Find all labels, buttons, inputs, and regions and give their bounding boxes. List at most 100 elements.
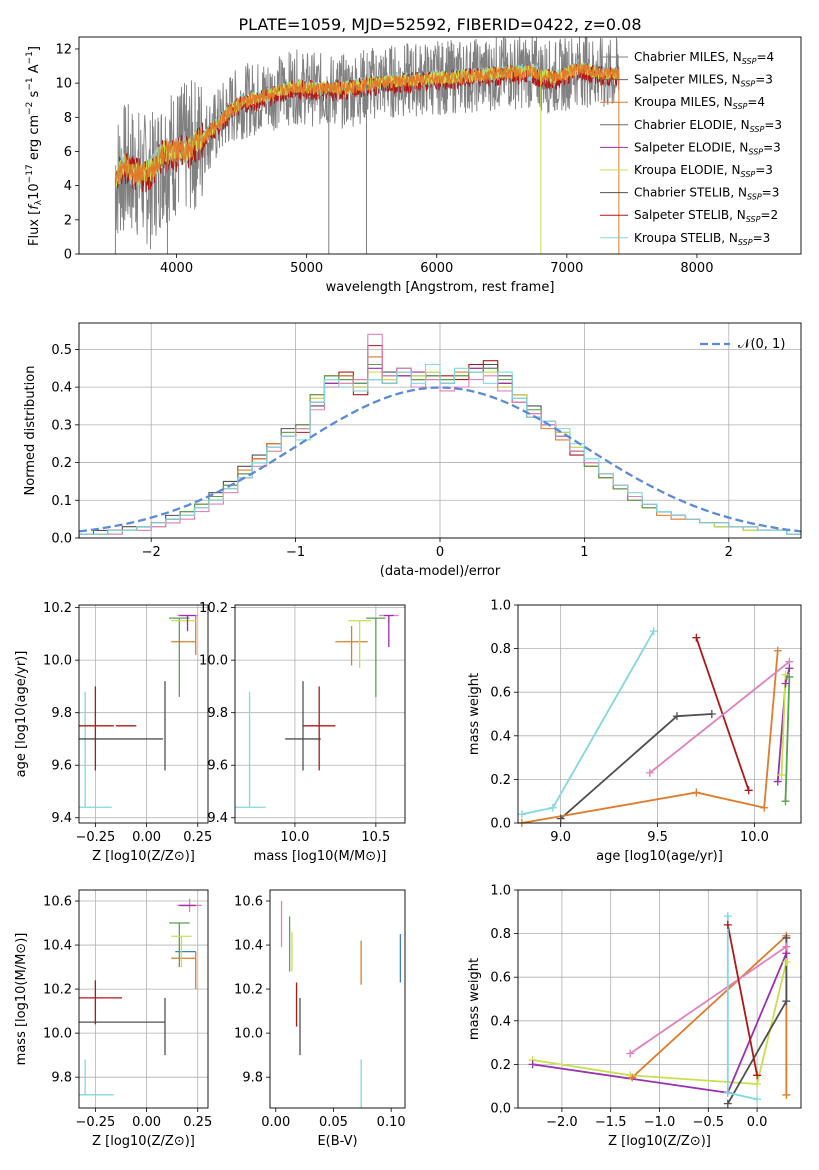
y-tick-label: 9.6	[51, 759, 72, 774]
y-tick-label: 10.4	[234, 939, 263, 954]
y-tick-label: 9.8	[242, 1071, 263, 1086]
x-tick-label: −0.25	[75, 1115, 115, 1130]
data-marker	[692, 788, 701, 797]
y-tick-label: 9.8	[51, 706, 72, 721]
x-tick-label: 0.05	[319, 1115, 348, 1130]
mass-vs-extinction-panel: 0.00 0.05 0.10 9.8 10.0 10.2 10.4 10.6 E(B-V)	[234, 889, 406, 1149]
data-marker	[517, 810, 526, 819]
data-marker	[528, 1060, 537, 1069]
y-tick-label: 10.2	[43, 983, 72, 998]
data-marker	[782, 997, 791, 1006]
legend-entry: Salpeter STELIB, NSSP=2	[634, 208, 778, 224]
y-axis-label: mass weight	[467, 958, 482, 1040]
y-tick-label: 10.2	[43, 601, 72, 616]
histogram-series	[79, 363, 801, 538]
data-marker	[692, 633, 701, 642]
axes-frame	[517, 604, 802, 824]
y-axis-label: age [log10(age/yr)]	[14, 651, 29, 778]
data-marker	[626, 1049, 635, 1058]
y-tick-label: 0.4	[490, 729, 511, 744]
axes-frame	[234, 604, 406, 824]
mass-weight-vs-age-panel: 9.0 9.5 10.0 0.0 0.2 0.4 0.6 0.8 1.0 age [log10(a…	[467, 599, 802, 864]
y-axis-label: Flux [fλ10−17 erg cm−2 s−1 A−1]	[25, 46, 44, 246]
y-tick-label: 0.6	[490, 686, 511, 701]
legend-entry: Chabrier STELIB, NSSP=3	[634, 186, 779, 202]
axes-frame	[269, 889, 406, 1109]
series-line	[629, 945, 787, 1055]
x-tick-label: −1.5	[595, 1115, 627, 1130]
data-marker	[753, 1095, 762, 1104]
y-tick-label: 12	[55, 42, 72, 57]
x-tick-label: −0.5	[693, 1115, 725, 1130]
x-axis-label: mass [log10(M/M⊙)]	[254, 849, 387, 864]
y-tick-label: 4	[64, 179, 72, 194]
y-tick-label: 10.0	[43, 654, 72, 669]
spectrum-line	[114, 62, 620, 193]
y-tick-label: 10.0	[199, 654, 228, 669]
x-tick-label: 0.00	[261, 1115, 290, 1130]
x-tick-label: −1	[286, 545, 305, 560]
data-marker	[773, 646, 782, 655]
y-tick-label: 0.2	[51, 456, 72, 471]
plot-area	[79, 333, 801, 538]
x-axis-label: Z [log10(Z/Z⊙)]	[608, 1134, 711, 1149]
x-tick-label: −1.0	[644, 1115, 676, 1130]
x-tick-label: 0	[436, 545, 444, 560]
y-tick-label: 0.1	[51, 494, 72, 509]
data-marker	[781, 797, 790, 806]
data-marker	[782, 1090, 791, 1099]
y-tick-label: 9.8	[207, 706, 228, 721]
mass-vs-metallicity-panel: −0.25 0.00 0.25 9.8 10.0 10.2 10.4 10.6 Z [log10…	[14, 889, 212, 1149]
x-tick-label: 8000	[680, 261, 713, 276]
x-tick-label: 9.0	[550, 830, 571, 845]
axes-frame	[78, 36, 802, 255]
data-marker	[707, 710, 716, 718]
y-axis-label: mass weight	[467, 673, 482, 755]
data-marker	[723, 912, 732, 921]
y-tick-label: 8	[64, 111, 72, 126]
y-axis-label: Normed distribution	[23, 366, 38, 496]
y-tick-label: 10.0	[43, 1027, 72, 1042]
data-marker	[753, 1071, 762, 1080]
legend-entry: Chabrier ELODIE, NSSP=3	[634, 118, 782, 134]
x-tick-label: 0.10	[377, 1115, 406, 1130]
data-marker	[782, 957, 791, 966]
data-marker	[556, 814, 565, 823]
spectrum-line	[114, 61, 620, 185]
legend-entry: 𝒩(0, 1)	[738, 337, 785, 352]
data-marker	[785, 664, 794, 673]
y-tick-label: 10.0	[234, 1027, 263, 1042]
x-tick-label: 0.25	[183, 1115, 212, 1130]
x-tick-label: 0.00	[132, 1115, 161, 1130]
y-tick-label: 10.2	[234, 983, 263, 998]
x-tick-label: 1	[580, 545, 588, 560]
y-tick-label: 10.2	[199, 601, 228, 616]
y-axis-label: mass [log10(M/M⊙)]	[14, 933, 29, 1066]
x-tick-label: 2	[725, 545, 733, 560]
data-marker	[723, 1088, 732, 1097]
x-tick-label: 7000	[550, 261, 583, 276]
x-tick-label: 9.5	[647, 830, 668, 845]
y-tick-label: 9.8	[51, 1071, 72, 1086]
y-tick-label: 1.0	[490, 599, 511, 614]
plot-area	[280, 901, 402, 1108]
legend-entry: Kroupa MILES, NSSP=4	[634, 95, 765, 111]
series-line	[780, 674, 787, 776]
y-tick-label: 0.8	[490, 927, 511, 942]
data-marker	[548, 803, 557, 812]
y-tick-label: 0.2	[490, 1058, 511, 1073]
x-tick-label: 10.5	[361, 830, 390, 845]
x-tick-label: 10.0	[280, 830, 309, 845]
series-line	[521, 630, 655, 816]
x-tick-label: −0.25	[75, 830, 115, 845]
x-axis-label: age [log10(age/yr)]	[596, 849, 723, 864]
x-tick-label: 10.0	[740, 830, 769, 845]
spectrum-title: PLATE=1059, MJD=52592, FIBERID=0422, z=0…	[238, 15, 641, 34]
x-tick-label: 0.0	[747, 1115, 768, 1130]
x-axis-label: E(B-V)	[317, 1134, 357, 1149]
legend-entry: Kroupa ELODIE, NSSP=3	[634, 163, 773, 179]
data-marker	[672, 712, 681, 721]
x-tick-label: −2.0	[546, 1115, 578, 1130]
y-tick-label: 0	[64, 248, 72, 263]
